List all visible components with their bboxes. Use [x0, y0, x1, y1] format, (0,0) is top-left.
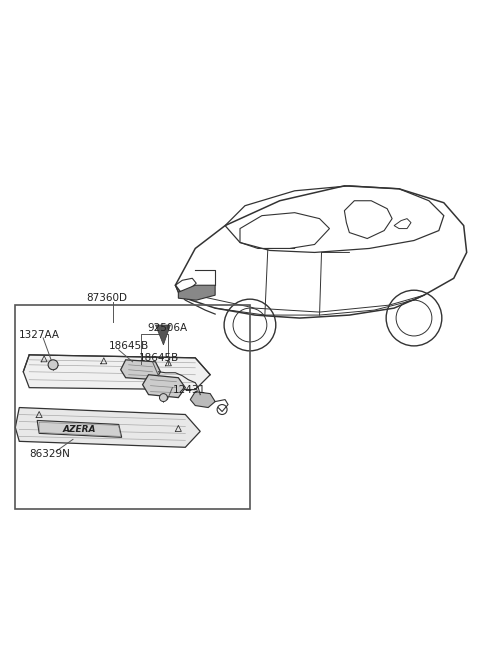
- Polygon shape: [179, 285, 215, 300]
- Polygon shape: [156, 325, 170, 345]
- Polygon shape: [23, 355, 210, 390]
- Text: 18645B: 18645B: [109, 341, 149, 351]
- Text: 86329N: 86329N: [29, 449, 70, 459]
- Polygon shape: [143, 375, 185, 398]
- Polygon shape: [120, 360, 160, 380]
- Polygon shape: [37, 421, 122, 438]
- Circle shape: [48, 360, 58, 370]
- Polygon shape: [15, 407, 200, 447]
- Text: 18645B: 18645B: [139, 353, 179, 363]
- Text: AZERA: AZERA: [62, 425, 96, 434]
- Text: 1327AA: 1327AA: [19, 330, 60, 340]
- Circle shape: [159, 394, 168, 402]
- Text: 87360D: 87360D: [86, 293, 127, 303]
- Polygon shape: [190, 392, 215, 407]
- Text: 12431: 12431: [172, 384, 205, 395]
- Text: 92506A: 92506A: [147, 323, 188, 333]
